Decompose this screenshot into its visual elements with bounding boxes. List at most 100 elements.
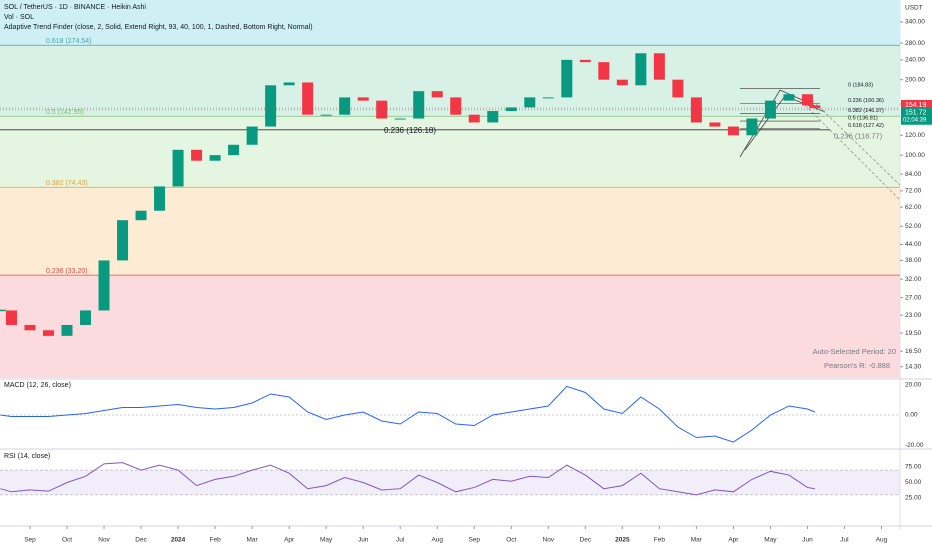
candle [42,330,54,336]
x-tick-label: Aug [876,537,888,544]
price-tag [901,107,932,125]
fib-zone [0,275,900,378]
candle [5,310,17,325]
candle [764,100,776,119]
fib-label: 0.5 (142.95) [46,109,84,116]
x-tick-label: Feb [209,537,221,544]
y-tick-label: 27.00 [905,294,922,301]
candle [672,79,684,98]
candle [579,59,591,63]
trend-level-label: 0.236 (126.18) [384,126,436,135]
trend-extension [811,99,901,186]
indicator-line [0,385,816,443]
y-tick-label: 75.00 [905,464,922,471]
x-tick-label: Dec [135,537,147,544]
indicator-label: Adaptive Trend Finder (close, 2, Solid, … [4,24,313,31]
macd-title: MACD (12, 26, close) [4,382,71,389]
fib-zone [0,187,900,276]
candle [783,94,795,101]
candle [191,149,203,161]
x-tick-label: Jul [396,537,405,544]
y-tick-label: 50.00 [905,479,922,486]
candle [524,97,536,108]
x-tick-label: Oct [506,537,516,544]
candle [809,105,821,109]
fib-label: 0.618 (274.54) [46,38,92,45]
fib-right-label: 0 (184.83) [848,83,873,89]
x-tick-label: Apr [728,537,739,544]
y-tick-label: 280.00 [905,40,925,47]
candle [246,126,258,145]
annotation: Auto-Selected Period: 20 [813,347,896,356]
candle [24,324,36,331]
candle [135,210,147,221]
candle [561,59,573,98]
x-tick-label: 2024 [171,537,186,544]
candle [320,114,332,116]
x-tick-label: Jul [840,537,849,544]
y-tick-label: 44.00 [905,241,922,248]
fib-zone [0,116,900,188]
x-tick-label: Apr [284,537,295,544]
candle [209,155,221,161]
price-tag-label: 151.72 [905,110,927,117]
indicator-line [0,462,815,496]
price-tag [901,100,932,111]
y-tick-label: 32.00 [905,276,922,283]
fib-label: 0.236 (33.20) [46,268,88,275]
y-tick-label: 20.00 [905,382,922,389]
fib-right-label: 0.382 (146.37) [848,108,884,114]
y-tick-label: 120.00 [905,132,925,139]
y-tick-label: 72.00 [905,188,922,195]
x-tick-label: 2025 [615,537,630,544]
fib-right-label: 0.5 (136.81) [848,115,878,121]
chart-title: SOL / TetherUS · 1D · BINANCE · Heikin A… [4,4,146,11]
x-tick-label: Mar [247,537,259,544]
y-tick-label: 200.00 [905,76,925,83]
trend-extension [804,104,901,201]
rsi-band [0,470,900,495]
candle [302,82,314,115]
candle [635,53,647,86]
rsi-title: RSI (14, close) [4,453,50,460]
candle [505,107,517,112]
candle [117,220,129,261]
x-tick-label: Feb [654,537,666,544]
fib-right-label: 0.236 (160.36) [848,98,884,104]
countdown: 02:04:39 [903,117,927,123]
x-tick-label: Jun [358,537,369,544]
x-tick-label: Dec [580,537,592,544]
volume-label: Vol · SOL [4,14,34,21]
fib-right-label: 0.618 (127.42) [848,123,884,129]
annotation: Pearson's R: -0.888 [824,361,890,370]
candle [487,111,499,123]
y-tick-label: -20.00 [905,442,924,449]
x-tick-label: Nov [98,537,110,544]
candle [357,97,369,101]
y-tick-label: 84.00 [905,171,922,178]
candle [801,94,813,106]
candle [283,82,295,86]
y-tick-label: 38.00 [905,257,922,264]
price-tag-label: 154.19 [905,102,927,109]
y-tick-label: 340.00 [905,19,925,26]
y-tick-label: 19.50 [905,330,922,337]
y-tick-label: 0.00 [905,412,918,419]
x-tick-label: Sep [468,537,480,544]
candle [98,260,110,311]
candle [727,126,739,136]
y-tick-label: 62.00 [905,204,922,211]
candle [431,91,443,98]
candle [339,97,351,115]
candle [746,118,758,136]
x-tick-label: Mar [691,537,703,544]
fib-zone [0,0,900,46]
candle [468,114,480,123]
fib-right-label: 0.236 (118.77) [834,131,883,140]
x-tick-label: Oct [62,537,72,544]
candle [616,79,628,86]
y-tick-label: 100.00 [905,152,925,159]
fib-label: 0.382 (74.43) [46,180,88,187]
candle [542,97,554,99]
